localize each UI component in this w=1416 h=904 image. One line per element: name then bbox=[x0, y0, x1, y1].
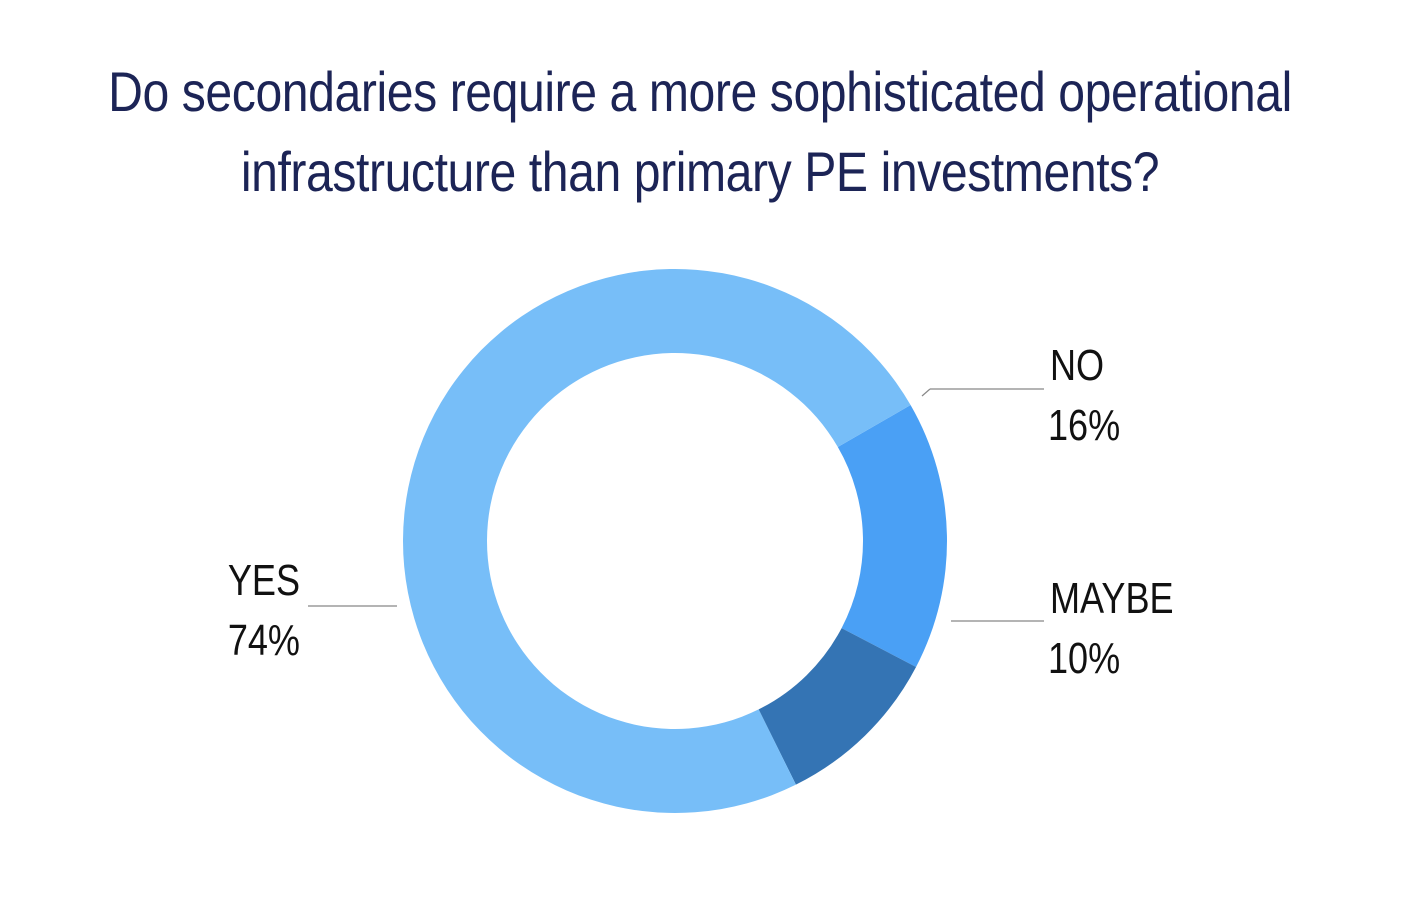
slice-value-yes: 74% bbox=[228, 616, 300, 665]
donut-slices bbox=[403, 268, 948, 813]
chart-title: Do secondaries require a more sophistica… bbox=[98, 52, 1302, 212]
slice-value-maybe: 10% bbox=[1048, 634, 1120, 683]
leader-line-no bbox=[921, 388, 931, 397]
slice-label-no: NO bbox=[1050, 341, 1104, 390]
slice-label-maybe: MAYBE bbox=[1050, 574, 1174, 623]
donut-slice-yes bbox=[403, 268, 911, 813]
chart-title-line-2: infrastructure than primary PE investmen… bbox=[240, 140, 1160, 203]
slice-label-yes: YES bbox=[228, 556, 300, 605]
slice-value-no: 16% bbox=[1048, 401, 1120, 450]
chart-title-line-1: Do secondaries require a more sophistica… bbox=[108, 60, 1292, 123]
donut-slice-no bbox=[837, 405, 948, 668]
donut-slice-maybe bbox=[758, 628, 917, 785]
